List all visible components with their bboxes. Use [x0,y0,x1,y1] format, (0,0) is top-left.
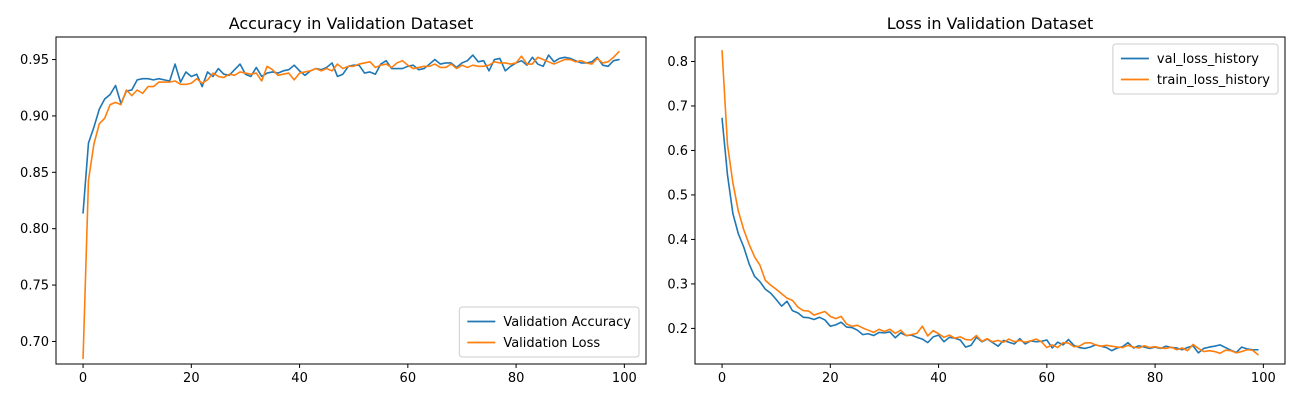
loss-chart-xtick-label: 80 [1147,371,1164,386]
loss-chart-xtick-label: 20 [822,371,839,386]
accuracy-chart-ticks: 0 20 40 60 80 100 0.70 0.75 0.80 0.85 0.90 0.95 [20,53,637,386]
loss-chart-series-line-2 [721,49,1259,356]
loss-chart-ytick-label: 0.7 [667,99,688,114]
loss-chart-legend-label-1: val_loss_history [1157,52,1259,67]
accuracy-chart-xtick-label: 80 [508,371,525,386]
accuracy-chart-ytick-label: 0.90 [20,109,49,124]
loss-chart-ytick-label: 0.4 [667,233,688,248]
loss-chart-xtick-label: 40 [930,371,947,386]
accuracy-chart-xtick-label: 40 [291,371,308,386]
accuracy-chart-ytick-label: 0.95 [20,53,49,68]
accuracy-chart-ytick-label: 0.75 [20,279,49,294]
loss-chart-title: Loss in Validation Dataset [887,14,1094,33]
accuracy-chart-xtick-label: 100 [612,371,637,386]
accuracy-chart-ytick-label: 0.70 [20,335,49,350]
accuracy-chart: Accuracy in Validation Dataset 0 20 40 60 80… [20,14,647,386]
loss-chart-ticks: 0 20 40 60 80 100 0.2 0.3 0.4 0.5 0.6 0.7 0.8 [667,55,1275,386]
loss-chart-legend-box [1112,43,1279,95]
loss-chart-axes-frame [694,36,1286,365]
accuracy-chart-series-line-2 [82,50,620,360]
loss-chart-ytick-label: 0.3 [667,277,688,292]
loss-chart-xtick-label: 100 [1251,371,1276,386]
loss-chart-lines [721,49,1259,356]
accuracy-chart-legend-box [458,306,640,358]
loss-chart-legend: val_loss_history train_loss_history [1112,43,1279,95]
accuracy-chart-lines [82,50,620,360]
accuracy-chart-legend: Validation Accuracy Validation Loss [458,306,640,358]
loss-chart-ytick-label: 0.8 [667,55,688,70]
loss-chart-legend-label-2: train_loss_history [1157,73,1270,88]
loss-chart: Loss in Validation Dataset 0 20 40 60 80 1000… [667,14,1286,386]
accuracy-chart-legend-label-2: Validation Loss [503,336,600,351]
loss-chart-xtick-label: 0 [718,371,726,386]
accuracy-chart-xtick-label: 20 [183,371,200,386]
accuracy-chart-legend-label-1: Validation Accuracy [503,315,631,330]
loss-chart-ytick-label: 0.5 [667,188,688,203]
loss-chart-ytick-label: 0.6 [667,144,688,159]
accuracy-chart-xtick-label: 0 [79,371,87,386]
accuracy-chart-ytick-label: 0.80 [20,222,49,237]
accuracy-chart-title: Accuracy in Validation Dataset [229,14,474,33]
loss-chart-xtick-label: 60 [1039,371,1056,386]
loss-chart-ytick-label: 0.2 [667,322,688,337]
accuracy-chart-xtick-label: 60 [400,371,417,386]
accuracy-chart-ytick-label: 0.85 [20,166,49,181]
accuracy-chart-axes-frame [55,36,647,365]
